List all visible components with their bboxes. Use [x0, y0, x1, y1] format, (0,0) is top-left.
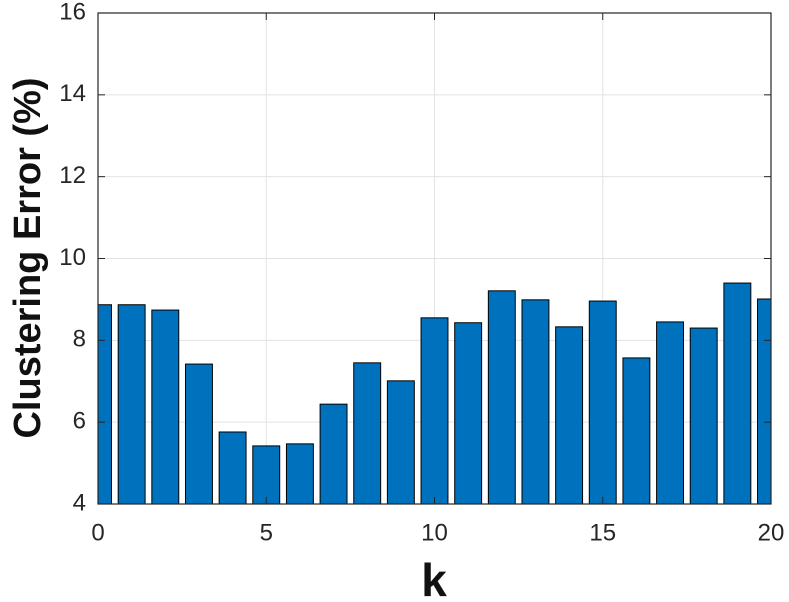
y-tick-label: 6 [73, 408, 86, 435]
bar [319, 403, 348, 504]
bar [521, 299, 550, 504]
x-tick-label: 15 [589, 519, 616, 546]
bar [285, 443, 314, 504]
bar [184, 363, 213, 504]
bar [218, 431, 247, 504]
y-axis-label: Clustering Error (%) [7, 77, 49, 438]
bar [487, 290, 516, 504]
bar [588, 300, 617, 504]
y-tick-label: 10 [59, 244, 86, 271]
y-tick-label: 14 [59, 80, 86, 107]
x-axis-label: k [421, 554, 447, 602]
y-tick-label: 12 [59, 162, 86, 189]
bar [386, 380, 415, 504]
bar [420, 317, 449, 504]
bar [723, 282, 752, 504]
x-tick-label: 5 [260, 519, 273, 546]
bar [555, 326, 584, 504]
bar [353, 362, 382, 504]
x-tick-label: 20 [758, 519, 785, 546]
bar [689, 327, 718, 504]
bar [117, 304, 146, 504]
bar [622, 357, 651, 504]
bar [454, 322, 483, 504]
bar [252, 445, 281, 504]
y-tick-label: 8 [73, 326, 86, 353]
x-tick-label: 10 [421, 519, 448, 546]
y-tick-label: 4 [73, 489, 86, 516]
y-tick-label: 16 [59, 0, 86, 25]
bar [151, 309, 180, 504]
bar [656, 321, 685, 504]
x-tick-label: 0 [91, 519, 104, 546]
